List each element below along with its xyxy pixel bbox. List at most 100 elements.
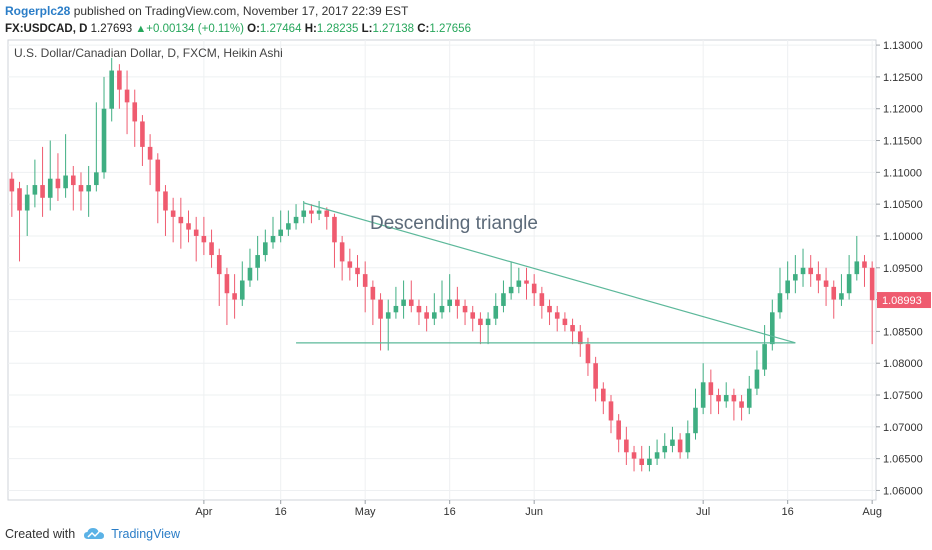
close-value: 1.27656 xyxy=(429,23,471,35)
candle xyxy=(140,115,145,166)
plot-area xyxy=(7,39,877,501)
candle xyxy=(316,200,322,221)
candle-body xyxy=(278,229,283,236)
candle xyxy=(339,235,345,281)
candle-body xyxy=(447,299,452,306)
triangle-trendline xyxy=(303,202,796,344)
candle xyxy=(501,280,506,313)
y-tick-label: 1.07000 xyxy=(883,422,923,434)
candle xyxy=(401,280,406,319)
candle-body xyxy=(577,331,583,345)
candle xyxy=(193,216,199,262)
candle xyxy=(800,248,806,287)
publish-line: Rogerplc28 published on TradingView.com,… xyxy=(5,2,925,20)
annotation-label: Descending triangle xyxy=(370,213,538,234)
candle xyxy=(40,146,45,217)
candle xyxy=(332,213,337,268)
candle xyxy=(178,197,184,249)
candle xyxy=(32,159,38,208)
symbol-label: FX:USDCAD, D xyxy=(5,23,88,35)
candle xyxy=(670,426,675,453)
candle xyxy=(862,255,867,287)
candle-body xyxy=(800,267,806,275)
candle xyxy=(516,267,522,294)
candle xyxy=(224,267,230,326)
candle-body xyxy=(385,312,391,319)
candle-body xyxy=(455,299,460,306)
candle-body xyxy=(516,280,522,287)
candle-body xyxy=(86,185,91,192)
tradingview-brand[interactable]: TradingView xyxy=(83,527,180,541)
candle-body xyxy=(493,305,499,319)
candle xyxy=(155,153,161,224)
candle xyxy=(55,153,61,201)
candle xyxy=(408,280,414,313)
candle-body xyxy=(155,159,161,192)
candle-body xyxy=(631,452,637,459)
candle-body xyxy=(47,178,53,198)
candle-body xyxy=(370,286,376,300)
x-tick-label: Aug xyxy=(862,506,882,518)
candle-body xyxy=(685,433,691,453)
candle xyxy=(662,433,668,459)
candle xyxy=(508,261,514,300)
y-tick-label: 1.11000 xyxy=(883,167,922,179)
candle xyxy=(416,299,422,326)
x-tick-label: 16 xyxy=(275,506,287,518)
created-with-text: Created with xyxy=(5,527,76,541)
candle xyxy=(362,261,368,313)
candle-body xyxy=(270,235,276,243)
candle-body xyxy=(547,305,552,313)
candle xyxy=(808,255,814,287)
candle xyxy=(117,64,122,109)
candle xyxy=(608,395,614,434)
candle xyxy=(378,293,383,351)
x-tick-label: 16 xyxy=(444,506,456,518)
candle xyxy=(324,207,330,230)
candle xyxy=(94,102,99,192)
candle-body xyxy=(378,299,383,319)
candle-body xyxy=(401,299,406,306)
candle-body xyxy=(63,175,68,189)
candle-body xyxy=(247,267,253,281)
candle xyxy=(539,286,545,319)
x-tick-label: Jul xyxy=(696,506,710,518)
candle-body xyxy=(332,216,337,243)
candle xyxy=(385,299,391,351)
chart-header: Rogerplc28 published on TradingView.com,… xyxy=(5,2,925,42)
candle xyxy=(777,267,783,319)
candle-body xyxy=(716,395,721,402)
candle xyxy=(547,299,552,326)
candle-body xyxy=(739,401,744,408)
candle-body xyxy=(40,185,45,198)
candle-body xyxy=(178,216,184,224)
candle xyxy=(470,305,476,332)
candle-body xyxy=(439,305,445,313)
author-link[interactable]: Rogerplc28 xyxy=(5,4,71,18)
candle-body xyxy=(109,70,115,109)
x-tick-label: May xyxy=(355,506,376,518)
candle-body xyxy=(531,283,537,294)
candle xyxy=(393,286,399,319)
candle-body xyxy=(785,280,790,294)
candle-body xyxy=(117,70,122,90)
candle-body xyxy=(769,312,775,345)
candle-body xyxy=(9,178,15,192)
candle-body xyxy=(132,102,138,122)
candle-body xyxy=(808,267,814,275)
candle xyxy=(562,312,568,332)
candle-body xyxy=(562,318,568,326)
candle xyxy=(839,274,844,306)
candle-body xyxy=(432,312,437,319)
candle-body xyxy=(823,280,829,287)
candle-body xyxy=(816,274,821,281)
candle xyxy=(700,363,706,415)
candle-body xyxy=(101,108,107,173)
candle xyxy=(163,185,168,236)
candle xyxy=(132,89,138,147)
candle xyxy=(723,382,729,408)
close-label: C: xyxy=(417,23,430,35)
open-label: O: xyxy=(247,23,260,35)
up-triangle-icon: ▲ xyxy=(135,23,147,35)
